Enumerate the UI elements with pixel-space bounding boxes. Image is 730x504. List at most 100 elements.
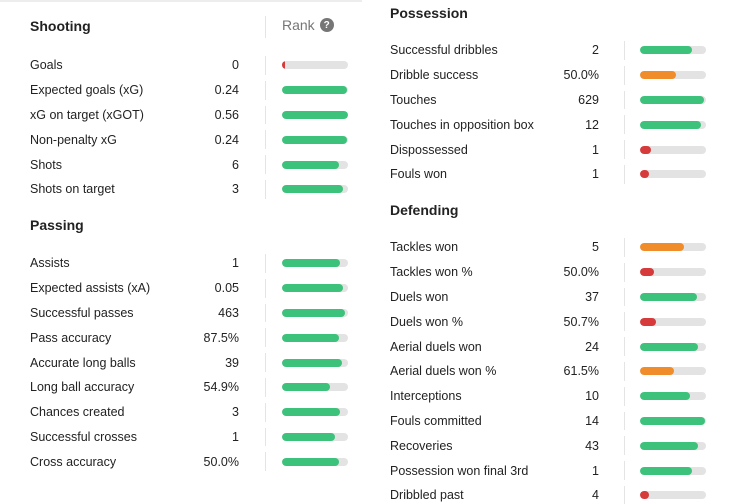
- percentile-bar-dispossessed: [640, 145, 706, 154]
- stat-label: Touches: [390, 92, 437, 107]
- percentile-fill: [640, 293, 697, 301]
- stat-value: 4: [592, 488, 599, 503]
- stat-label: Dribbled past: [390, 488, 464, 503]
- percentile-bar-touches-in-opposition-box: [640, 120, 706, 129]
- stat-value: 50.7%: [563, 314, 599, 329]
- stat-value: 1: [592, 463, 599, 478]
- stat-label: Fouls committed: [390, 413, 482, 428]
- row-divider: [624, 287, 625, 307]
- stat-value: 5: [592, 240, 599, 255]
- stat-row-dribble-success: Dribble success 50.0%: [390, 63, 706, 88]
- stat-row-chances-created: Chances created 3: [30, 400, 348, 425]
- row-divider: [265, 278, 266, 298]
- stat-label: Goals: [30, 58, 63, 73]
- stat-value: 0.24: [214, 83, 239, 98]
- stat-row-touches: Touches 629: [390, 88, 706, 113]
- stat-label: Successful dribbles: [390, 43, 498, 58]
- row-divider: [624, 386, 625, 406]
- stat-row-dispossessed: Dispossessed 1: [390, 137, 706, 162]
- row-divider: [624, 362, 625, 381]
- stat-row-pass-accuracy: Pass accuracy 87.5%: [30, 325, 348, 350]
- stat-label: Duels won %: [390, 314, 463, 329]
- stat-value: 629: [578, 92, 599, 107]
- stat-row-accurate-long-balls: Accurate long balls 39: [30, 350, 348, 375]
- stat-row-fouls-won: Fouls won 1: [390, 162, 706, 187]
- percentile-fill: [282, 160, 339, 169]
- percentile-bar-tackles-won: [640, 268, 706, 277]
- stat-row-touches-in-opposition-box: Touches in opposition box 12: [390, 112, 706, 137]
- top-divider: [0, 0, 362, 2]
- row-divider: [265, 328, 266, 348]
- stat-label: Fouls won: [390, 167, 447, 182]
- stat-row-aerial-duels-won: Aerial duels won 24: [390, 334, 706, 359]
- stat-value: 37: [585, 289, 599, 304]
- percentile-fill: [640, 417, 705, 425]
- percentile-fill: [640, 268, 654, 277]
- row-divider: [265, 254, 266, 273]
- stat-row-fouls-committed: Fouls committed 14: [390, 409, 706, 434]
- percentile-bar-expected-assists-xa: [282, 284, 348, 293]
- stat-value: 54.9%: [203, 380, 239, 395]
- row-divider: [265, 180, 266, 199]
- stat-value: 3: [232, 182, 239, 197]
- stat-label: Expected assists (xA): [30, 281, 151, 296]
- stat-label: Tackles won %: [390, 265, 473, 280]
- stat-label: Recoveries: [390, 438, 453, 453]
- stat-value: 463: [218, 305, 239, 320]
- percentile-bar-touches: [640, 96, 706, 104]
- stat-label: Interceptions: [390, 389, 462, 404]
- stat-label: Shots on target: [30, 182, 115, 197]
- stat-label: Dribble success: [390, 68, 479, 83]
- stat-value: 50.0%: [203, 454, 239, 469]
- percentile-fill: [640, 170, 649, 179]
- stat-value: 6: [232, 157, 239, 172]
- percentile-bar-aerial-duels-won: [640, 342, 706, 351]
- stat-label: Touches in opposition box: [390, 117, 534, 132]
- stat-row-expected-assists-xa: Expected assists (xA) 0.05: [30, 276, 348, 301]
- left-stats-panel: Shooting Rank? Goals 0 Expected goals (xG) 0.…: [0, 0, 362, 504]
- stat-label: Expected goals (xG): [30, 83, 144, 98]
- row-divider: [265, 80, 266, 100]
- percentile-fill: [640, 46, 692, 55]
- row-divider: [624, 486, 625, 504]
- stat-label: Non-penalty xG: [30, 132, 117, 147]
- percentile-fill: [282, 383, 330, 392]
- row-divider: [265, 353, 266, 372]
- stat-row-possession-won-final-3rd: Possession won final 3rd 1: [390, 458, 706, 483]
- stat-value: 39: [225, 355, 239, 370]
- percentile-fill: [640, 367, 674, 376]
- stat-label: Aerial duels won %: [390, 364, 497, 379]
- row-divider: [624, 411, 625, 431]
- percentile-fill: [640, 342, 698, 351]
- rank-header: Rank?: [282, 17, 334, 33]
- stat-row-recoveries: Recoveries 43: [390, 433, 706, 458]
- stat-row-tackles-won: Tackles won 5: [390, 235, 706, 260]
- percentile-bar-shots: [282, 160, 348, 169]
- percentile-fill: [282, 259, 340, 268]
- percentile-bar-fouls-committed: [640, 417, 706, 425]
- percentile-fill: [282, 135, 347, 144]
- stat-row-assists: Assists 1: [30, 251, 348, 276]
- percentile-fill: [282, 333, 339, 342]
- percentile-bar-possession-won-final-3rd: [640, 466, 706, 475]
- row-divider: [624, 115, 625, 135]
- percentile-bar-recoveries: [640, 441, 706, 450]
- row-divider: [624, 41, 625, 60]
- rank-header-divider: [265, 16, 266, 38]
- stat-label: Cross accuracy: [30, 454, 117, 469]
- question-circle-icon[interactable]: ?: [319, 18, 334, 32]
- stat-row-long-ball-accuracy: Long ball accuracy 54.9%: [30, 375, 348, 400]
- stat-value: 43: [585, 438, 599, 453]
- percentile-bar-duels-won: [640, 317, 706, 326]
- percentile-bar-successful-passes: [282, 309, 348, 317]
- stat-value: 12: [585, 117, 599, 132]
- percentile-bar-interceptions: [640, 392, 706, 401]
- percentile-bar-dribble-success: [640, 71, 706, 80]
- stat-value: 1: [592, 167, 599, 182]
- percentile-fill: [282, 457, 339, 466]
- possession-section-title: Possession: [390, 5, 468, 21]
- stat-label: Successful passes: [30, 305, 134, 320]
- percentile-bar-successful-crosses: [282, 433, 348, 441]
- stat-label: Accurate long balls: [30, 355, 136, 370]
- stat-row-xg-on-target-xgot: xG on target (xGOT) 0.56: [30, 103, 348, 128]
